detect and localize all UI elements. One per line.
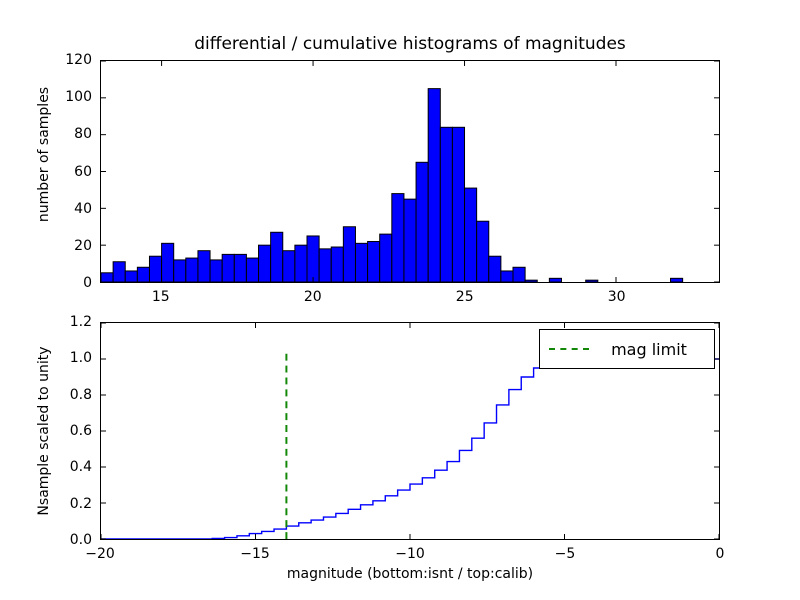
bottom-panel-xlabel: magnitude (bottom:isnt / top:calib) bbox=[286, 566, 534, 582]
bottom-panel-ytick-label: 0.2 bbox=[69, 495, 92, 512]
top-panel-xtick-label: 25 bbox=[455, 289, 474, 305]
histogram-bar bbox=[330, 246, 344, 282]
top-panel-axes bbox=[100, 60, 720, 283]
differential-histogram-plot bbox=[101, 61, 719, 282]
mag-limit-legend-line-icon bbox=[549, 348, 589, 350]
histogram-bar bbox=[173, 259, 187, 282]
top-panel-ytick-label: 40 bbox=[74, 200, 92, 217]
histogram-bar bbox=[548, 277, 562, 282]
histogram-bar bbox=[148, 255, 163, 282]
histogram-bar bbox=[439, 126, 453, 282]
bottom-panel-ticks bbox=[101, 323, 719, 539]
figure-title: differential / cumulative histograms of … bbox=[194, 34, 626, 54]
bottom-panel-xtick-labels: −20 −15 −10 −5 0 bbox=[85, 546, 724, 563]
histogram-bar bbox=[524, 279, 538, 282]
histogram-bar bbox=[354, 242, 369, 282]
histogram-bar bbox=[197, 250, 211, 282]
top-panel-ytick-label: 80 bbox=[74, 126, 92, 143]
histogram-bar bbox=[294, 244, 308, 282]
histogram-bar bbox=[427, 88, 441, 282]
bottom-panel-ytick-label: 1.2 bbox=[69, 314, 92, 330]
histogram-bar bbox=[221, 253, 235, 282]
bottom-panel-xtick-label: −10 bbox=[395, 546, 425, 562]
legend-label-mag-limit: mag limit bbox=[611, 339, 687, 359]
histogram-bar bbox=[209, 259, 223, 282]
bottom-panel-xtick-label: −5 bbox=[554, 546, 576, 562]
histogram-bar bbox=[391, 193, 405, 282]
histogram-bar bbox=[379, 233, 393, 282]
bottom-panel-ytick-label: 0.8 bbox=[69, 386, 92, 403]
histogram-bar bbox=[403, 198, 417, 282]
top-panel-ytick-label: 20 bbox=[74, 237, 92, 254]
top-panel-xtick-labels: 15 20 25 30 bbox=[100, 290, 720, 306]
bottom-panel-xtick-label: −15 bbox=[240, 546, 270, 562]
legend: mag limit bbox=[539, 329, 715, 369]
histogram-bar bbox=[500, 270, 514, 282]
top-panel-xtick-label: 20 bbox=[303, 289, 322, 305]
top-panel-ticks bbox=[101, 61, 719, 282]
histogram-bar bbox=[112, 261, 126, 282]
cumulative-histogram-plot bbox=[101, 323, 719, 539]
histogram-bar bbox=[245, 257, 260, 282]
histogram-bar bbox=[161, 242, 175, 282]
histogram-bar bbox=[124, 270, 138, 282]
top-panel-xtick-label: 30 bbox=[607, 289, 626, 305]
histogram-bar bbox=[258, 244, 272, 282]
histogram-bar bbox=[342, 226, 356, 282]
bottom-panel-ytick-label: 0.6 bbox=[69, 423, 92, 439]
top-panel-ytick-label: 0 bbox=[83, 275, 92, 291]
histogram-bar bbox=[282, 250, 296, 282]
histogram-bar bbox=[306, 235, 320, 282]
top-panel-ytick-label: 60 bbox=[74, 163, 92, 180]
bottom-panel-ytick-label: 1.0 bbox=[69, 350, 92, 367]
histogram-bar bbox=[488, 255, 502, 282]
histogram-bar bbox=[185, 257, 199, 282]
top-panel-ytick-label: 120 bbox=[65, 52, 92, 68]
histogram-bar bbox=[451, 126, 466, 282]
histogram-bar bbox=[476, 220, 490, 282]
histogram-bar bbox=[464, 187, 478, 282]
bottom-panel-xtick-label: 0 bbox=[715, 546, 725, 562]
histogram-bar bbox=[270, 231, 284, 282]
cumulative-curve bbox=[101, 358, 719, 539]
histogram-bar bbox=[233, 253, 247, 282]
histogram-bar bbox=[415, 161, 429, 282]
bottom-panel-ytick-label: 0.0 bbox=[69, 532, 92, 548]
bottom-panel-ytick-label: 0.4 bbox=[69, 459, 92, 476]
top-panel-ylabel: number of samples bbox=[36, 86, 52, 223]
histogram-bar bbox=[367, 240, 381, 282]
histogram-bar bbox=[670, 277, 684, 282]
histogram-bar bbox=[512, 266, 526, 282]
top-panel-ytick-label: 100 bbox=[65, 89, 92, 106]
bottom-panel-xtick-label: −20 bbox=[85, 546, 115, 562]
histogram-bar bbox=[318, 248, 332, 282]
top-panel-xtick-label: 15 bbox=[151, 289, 170, 305]
histogram-bar bbox=[585, 279, 599, 282]
histogram-bar bbox=[101, 272, 114, 282]
histogram-bar bbox=[136, 266, 150, 282]
